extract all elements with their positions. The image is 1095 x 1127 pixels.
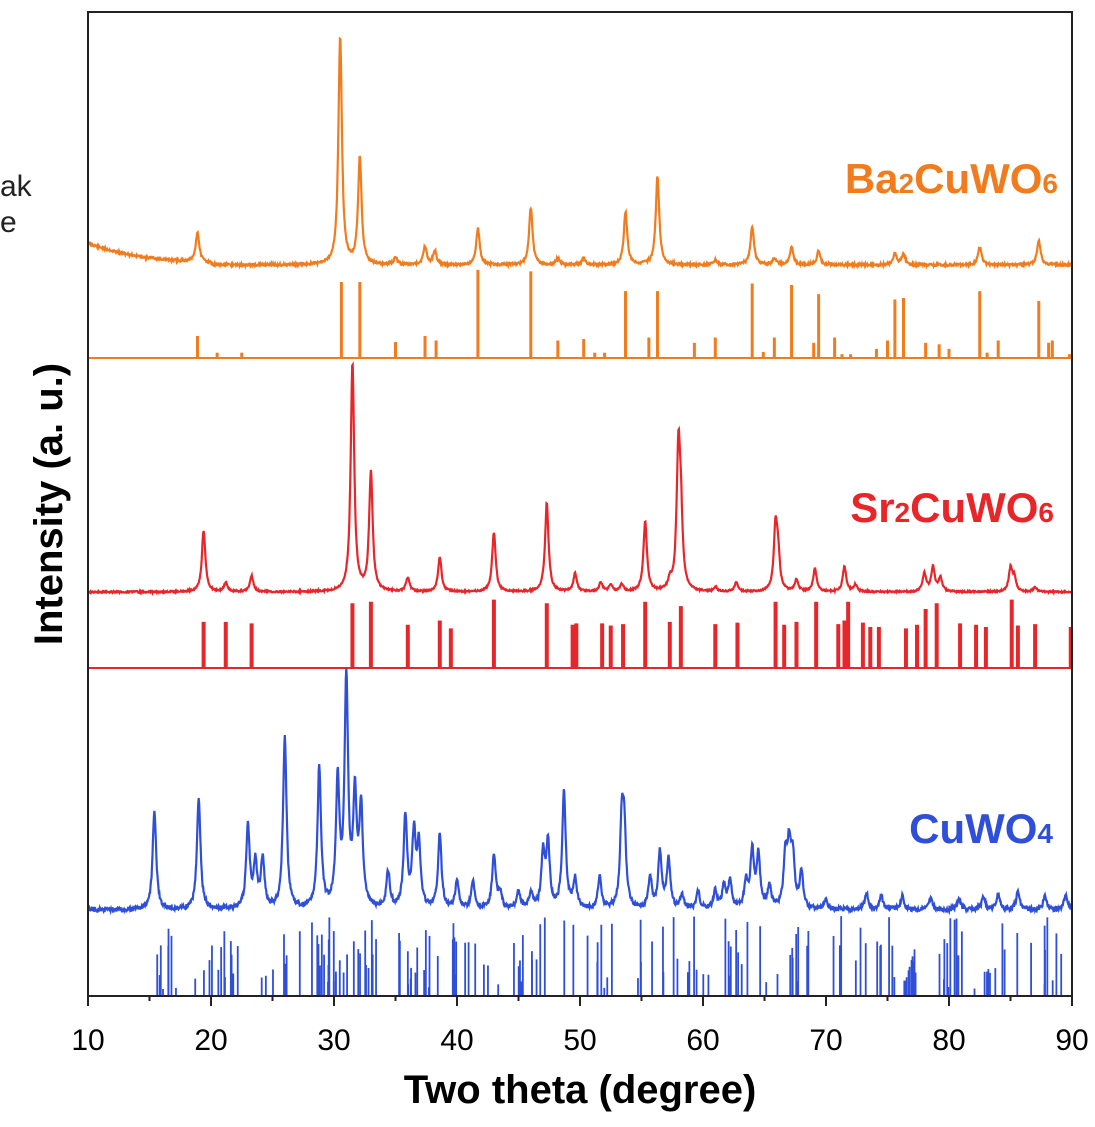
- series-label-Ba2CuWO6: Ba2CuWO6: [845, 155, 1058, 202]
- series-Ba2CuWO6: [87, 36, 1073, 359]
- label-text: CuWO: [909, 805, 1037, 852]
- cropped-caption-fragment-2: e: [0, 206, 17, 239]
- pattern-line-CuWO4: [86, 668, 1073, 916]
- x-tick-label: 40: [440, 1024, 473, 1057]
- label-text: Ba: [845, 155, 899, 202]
- label-text: CuWO: [914, 155, 1042, 202]
- label-subscript: 6: [1042, 168, 1058, 199]
- label-subscript: 2: [895, 497, 911, 528]
- x-axis: 10 20 30 40 50 60 70 80 90: [71, 996, 1089, 1057]
- label-text: Sr: [850, 484, 894, 531]
- series-Sr2CuWO6: [87, 361, 1073, 669]
- x-tick-label: 10: [71, 1024, 104, 1057]
- x-tick-label: 70: [809, 1024, 842, 1057]
- y-axis-label: Intensity (a. u.): [27, 363, 71, 645]
- x-axis-label: Two theta (degree): [404, 1068, 757, 1112]
- x-tick-label: 20: [194, 1024, 227, 1057]
- pattern-line-Sr2CuWO6: [87, 361, 1072, 597]
- reference-sticks-Sr2CuWO6: [88, 599, 1073, 669]
- label-subscript: 4: [1037, 818, 1053, 849]
- label-text: CuWO: [910, 484, 1038, 531]
- x-tick-label: 50: [563, 1024, 596, 1057]
- series-layer: [86, 36, 1073, 997]
- x-tick-label: 60: [686, 1024, 719, 1057]
- x-tick-label: 30: [317, 1024, 350, 1057]
- series-label-CuWO4: CuWO4: [909, 805, 1053, 852]
- label-subscript: 2: [899, 168, 915, 199]
- label-subscript: 6: [1038, 497, 1054, 528]
- cropped-caption-fragment-1: ak: [0, 170, 32, 203]
- x-tick-label: 80: [932, 1024, 965, 1057]
- pattern-line-Ba2CuWO6: [87, 36, 1073, 271]
- reference-sticks-CuWO4: [88, 916, 1072, 997]
- reference-sticks-Ba2CuWO6: [88, 269, 1072, 359]
- series-label-Sr2CuWO6: Sr2CuWO6: [850, 484, 1054, 531]
- x-tick-label: 90: [1055, 1024, 1088, 1057]
